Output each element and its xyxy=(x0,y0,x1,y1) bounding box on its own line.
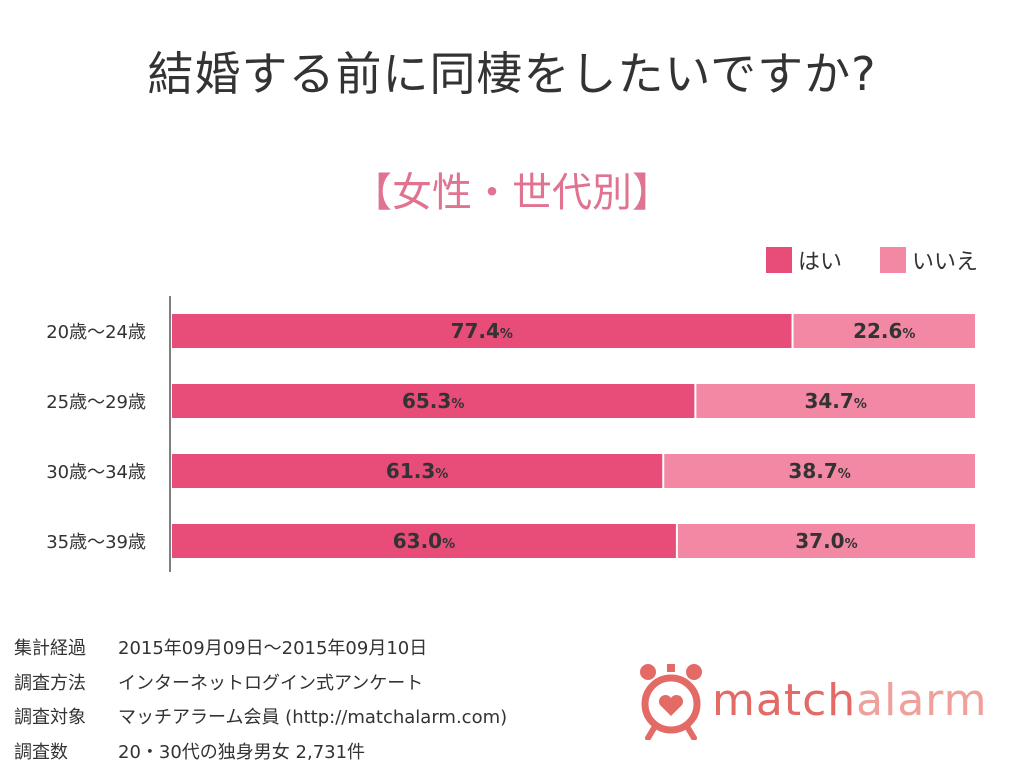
bar-yes xyxy=(172,314,792,348)
legend: はい いいえ xyxy=(0,244,1024,276)
survey-row-count: 調査数 20・30代の独身男女 2,731件 xyxy=(14,736,507,771)
survey-value: マッチアラーム会員 (http://matchalarm.com) xyxy=(118,707,508,728)
data-label: 34.7% xyxy=(804,389,866,413)
legend-label-no: いいえ xyxy=(912,250,979,275)
data-label: 38.7% xyxy=(788,459,850,483)
legend-swatch-no xyxy=(880,247,906,273)
category-label: 35歳〜39歳 xyxy=(46,532,146,553)
survey-value: インターネットログイン式アンケート xyxy=(118,672,424,694)
logo-text-match: match xyxy=(712,674,857,726)
logo-text: matchalarm xyxy=(712,675,987,726)
data-label: 63.0% xyxy=(393,529,455,553)
bar-yes xyxy=(172,384,695,418)
legend-item-yes: はい xyxy=(766,244,842,276)
legend-item-no: いいえ xyxy=(880,244,978,276)
bar-chart: 20歳〜24歳 77.4% 22.6% 25歳〜29歳 65.3% 34.7% 30歳〜34… xyxy=(46,296,975,572)
data-label: 37.0% xyxy=(795,529,857,553)
survey-key: 集計経過 xyxy=(14,638,86,659)
data-label: 77.4% xyxy=(451,319,513,343)
legend-label-yes: はい xyxy=(798,250,843,275)
data-label: 65.3% xyxy=(402,389,464,413)
logo-text-alarm: alarm xyxy=(856,674,988,726)
survey-key: 調査方法 xyxy=(14,672,86,694)
survey-row-target: 調査対象 マッチアラーム会員 (http://matchalarm.com) xyxy=(14,701,507,736)
bar-yes xyxy=(172,524,676,558)
survey-row-method: 調査方法 インターネットログイン式アンケート xyxy=(14,667,507,702)
survey-info: 集計経過 2015年09月09日〜2015年09月10日 調査方法 インターネッ… xyxy=(14,632,507,770)
data-label: 61.3% xyxy=(386,459,448,483)
bar-no xyxy=(793,314,975,348)
bar-no xyxy=(677,524,975,558)
chart-title: 結婚する前に同棲をしたいですか? xyxy=(147,47,877,101)
bar-no xyxy=(696,384,975,418)
survey-key: 調査数 xyxy=(14,741,68,763)
bar-yes xyxy=(172,454,663,488)
data-label: 22.6% xyxy=(853,319,915,343)
survey-row-period: 集計経過 2015年09月09日〜2015年09月10日 xyxy=(14,632,507,667)
category-label: 20歳〜24歳 xyxy=(46,322,146,343)
category-label: 30歳〜34歳 xyxy=(46,462,146,483)
survey-value: 20・30代の独身男女 2,731件 xyxy=(118,741,366,763)
survey-value: 2015年09月09日〜2015年09月10日 xyxy=(118,638,428,659)
category-label: 25歳〜29歳 xyxy=(46,392,146,413)
chart-subtitle: 【女性・世代別】 xyxy=(352,170,672,216)
legend-swatch-yes xyxy=(766,247,792,273)
matchalarm-logo: matchalarm xyxy=(638,658,1018,742)
bar-no xyxy=(664,454,975,488)
survey-key: 調査対象 xyxy=(14,707,86,728)
alarm-clock-heart-icon xyxy=(640,664,702,740)
